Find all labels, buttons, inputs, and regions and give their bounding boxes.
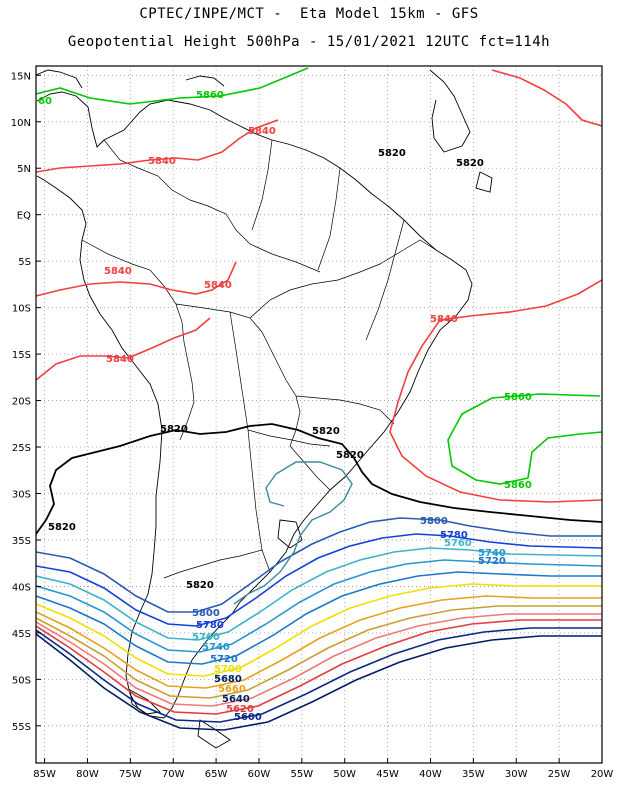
- label-5620-w: 5620: [226, 704, 254, 715]
- lon-tick-label: 45W: [376, 769, 399, 780]
- label-5800-w: 5800: [192, 608, 220, 619]
- lat-tick-label: 35S: [12, 536, 31, 547]
- label-5820-c: 5820: [160, 424, 188, 435]
- contour-5840: [36, 69, 602, 503]
- label-5820-b: 5820: [456, 158, 484, 169]
- lon-tick-label: 70W: [162, 769, 185, 780]
- label-5840-f: 5840: [430, 314, 458, 325]
- lat-tick-label: 55S: [12, 722, 31, 733]
- label-5860-e2: 5860: [504, 480, 532, 491]
- lon-tick-label: 75W: [119, 769, 142, 780]
- label-5780-w: 5780: [196, 620, 224, 631]
- label-5820-g: 5820: [186, 580, 214, 591]
- chart-title: CPTEC/INPE/MCT - Eta Model 15km - GFS: [139, 6, 479, 22]
- lat-tick-label: 10N: [11, 118, 31, 129]
- label-5820-d: 5820: [312, 426, 340, 437]
- lat-tick-label: 15N: [11, 71, 31, 82]
- lon-tick-label: 35W: [462, 769, 485, 780]
- lon-tick-label: 80W: [76, 769, 99, 780]
- label-5720-e: 5720: [478, 556, 506, 567]
- label-5840-c: 5840: [104, 266, 132, 277]
- contour-5800-loop: [233, 461, 353, 605]
- label-5840-b: 5840: [148, 156, 176, 167]
- lat-tick-label: 15S: [12, 350, 31, 361]
- label-5740-w: 5740: [202, 642, 230, 653]
- label-5800-e: 5800: [420, 516, 448, 527]
- lon-tick-label: 60W: [248, 769, 271, 780]
- label-5640-w: 5640: [222, 694, 250, 705]
- country-borders: [81, 139, 437, 579]
- label-5780-e: 5780: [440, 530, 468, 541]
- lat-tick-label: 50S: [12, 675, 31, 686]
- lat-tick-label: EQ: [17, 211, 31, 222]
- label-5860-e1: 5860: [504, 392, 532, 403]
- lon-tick-label: 40W: [419, 769, 442, 780]
- lat-tick-label: 30S: [12, 489, 31, 500]
- label-5760-w: 5760: [192, 632, 220, 643]
- lat-tick-label: 5N: [17, 164, 31, 175]
- lat-tick-labels: 15N 10N 5N EQ 5S 10S 15S 20S 25S 30S 35S 40S 45S 50S 5…: [11, 71, 41, 733]
- lon-tick-label: 20W: [591, 769, 614, 780]
- map-frame: [35, 65, 603, 764]
- label-5680-w: 5680: [214, 674, 242, 685]
- contour-5820: [36, 423, 602, 535]
- lon-tick-label: 65W: [205, 769, 228, 780]
- lon-tick-labels: 85W 80W 75W 70W 65W 60W 55W 50W 45W 40W 35W 30W 25W 2…: [33, 758, 613, 780]
- lon-tick-label: 55W: [291, 769, 314, 780]
- lat-tick-label: 40S: [12, 582, 31, 593]
- label-5740-e: 5740: [478, 548, 506, 559]
- lon-tick-label: 50W: [333, 769, 356, 780]
- lon-tick-label: 25W: [548, 769, 571, 780]
- coastline: [36, 69, 493, 749]
- label-5860-nw: 5860: [196, 90, 224, 101]
- lon-tick-label: 85W: [33, 769, 56, 780]
- contour-band: [36, 517, 602, 731]
- gridlines: [36, 66, 603, 763]
- lat-tick-label: 10S: [12, 304, 31, 315]
- contour-labels: 5860 60 5840 5840 5840 5840 5840 5840 58…: [38, 90, 532, 723]
- contour-5860: [36, 67, 602, 485]
- lat-tick-label: 25S: [12, 443, 31, 454]
- label-5820-a: 5820: [378, 148, 406, 159]
- label-5700-w: 5700: [214, 664, 242, 675]
- lat-tick-label: 45S: [12, 629, 31, 640]
- label-5660-w: 5660: [218, 684, 246, 695]
- label-5720-w: 5720: [210, 654, 238, 665]
- label-5860-edge: 60: [38, 96, 52, 107]
- label-5840-e: 5840: [106, 354, 134, 365]
- lat-tick-label: 5S: [18, 257, 31, 268]
- label-5840-d: 5840: [204, 280, 232, 291]
- label-5840-a: 5840: [248, 126, 276, 137]
- label-5760-e: 5760: [444, 538, 472, 549]
- label-5600-w: 5600: [234, 712, 262, 723]
- chart-subtitle: Geopotential Height 500hPa - 15/01/2021 …: [67, 34, 551, 50]
- label-5820-e: 5820: [336, 450, 364, 461]
- lat-tick-label: 20S: [12, 397, 31, 408]
- label-5820-f: 5820: [48, 522, 76, 533]
- lon-tick-label: 30W: [505, 769, 528, 780]
